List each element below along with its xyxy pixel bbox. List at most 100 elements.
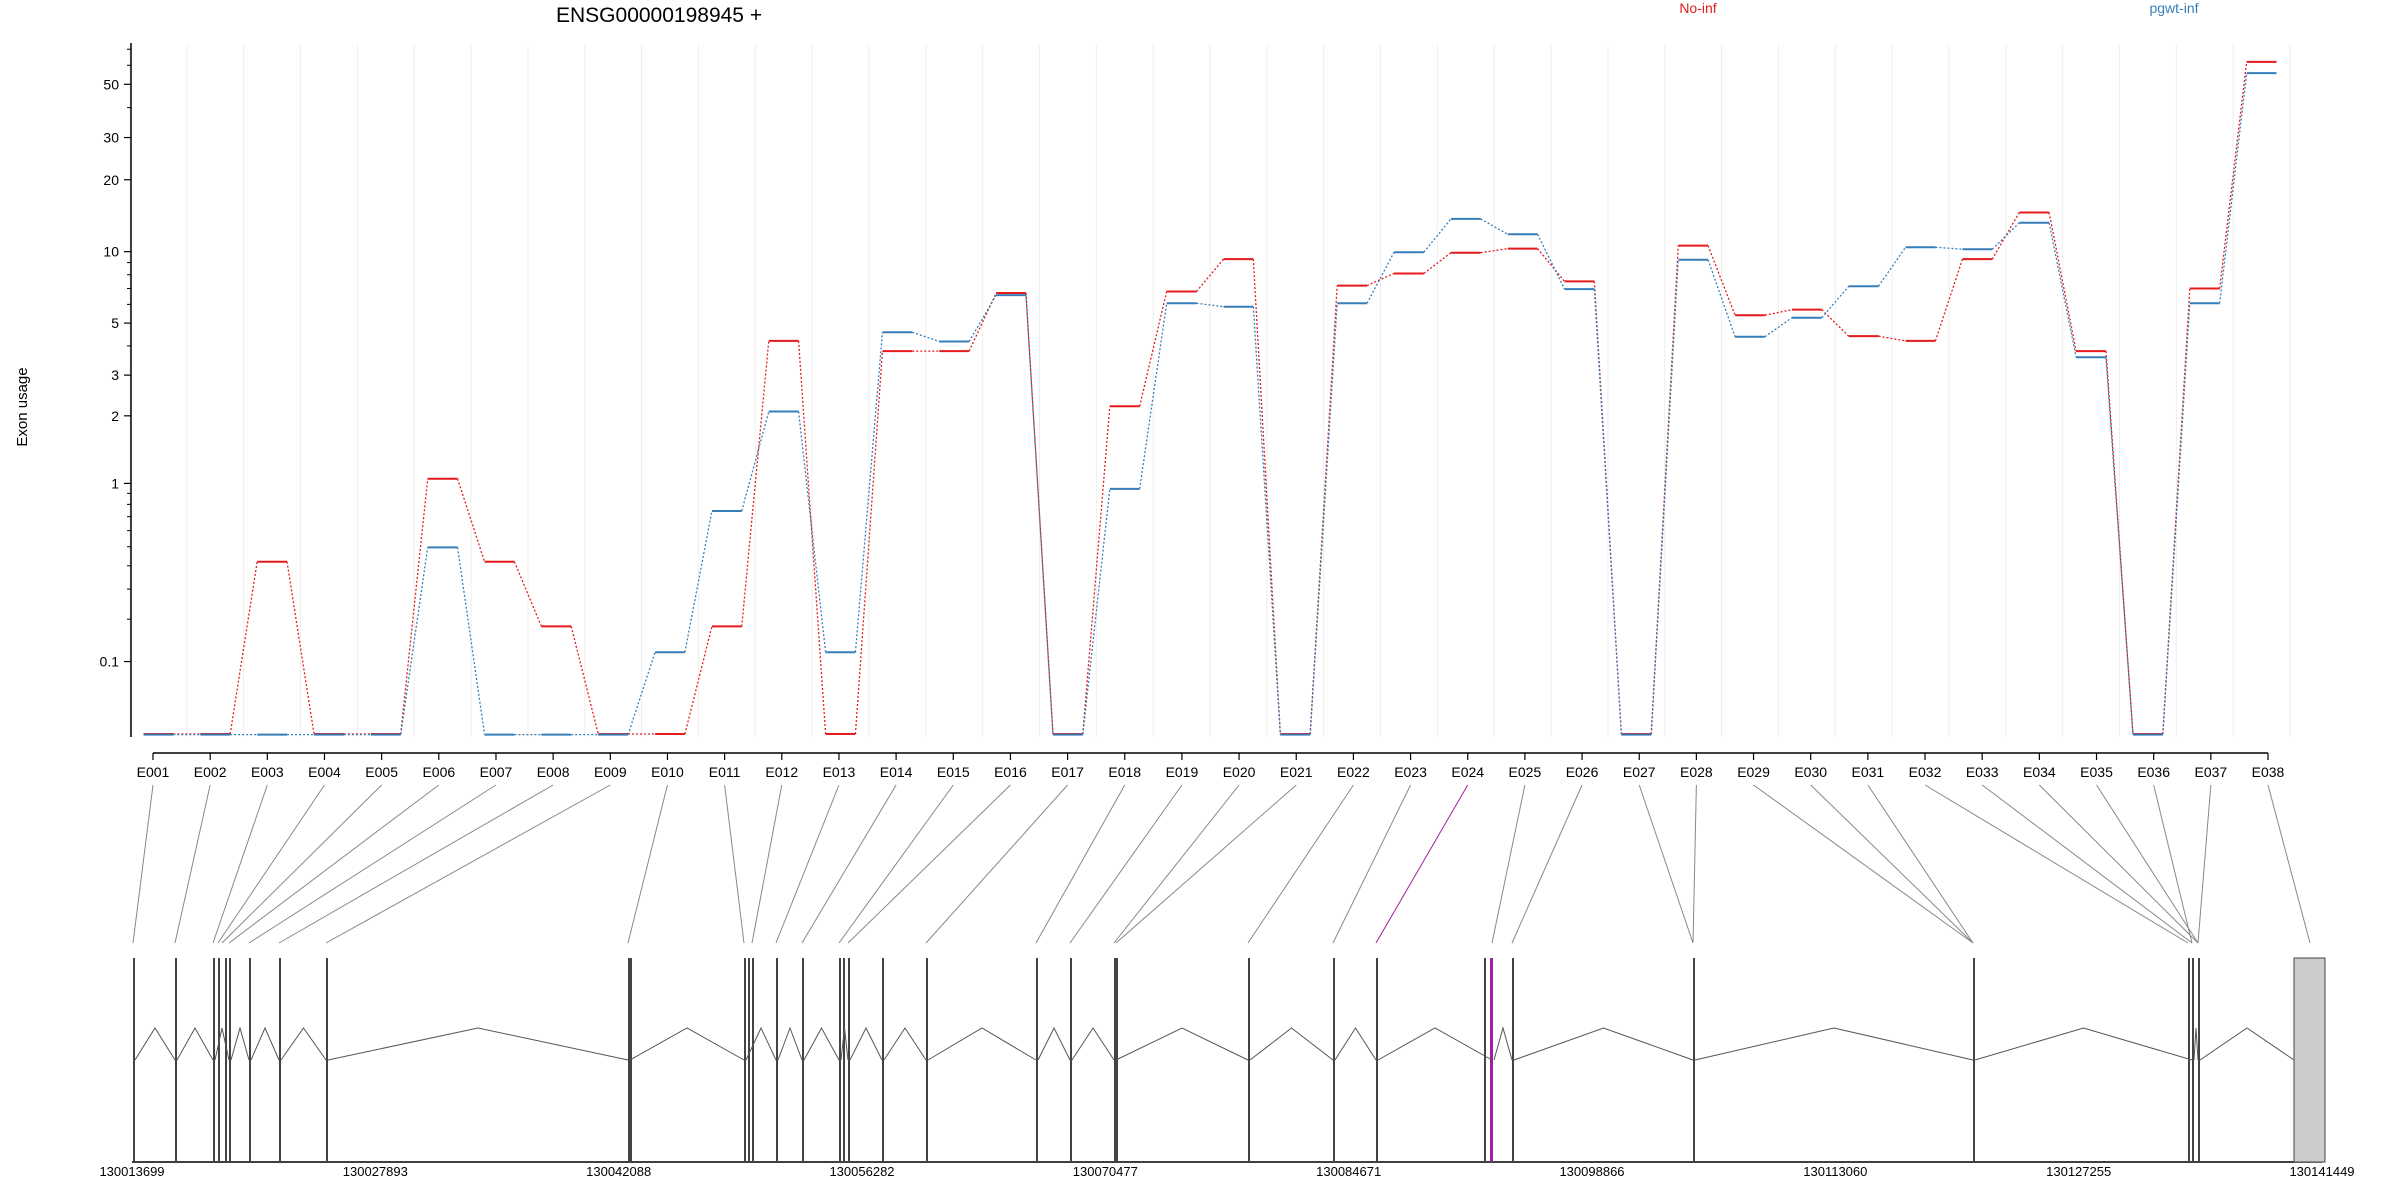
intron-arc — [927, 1027, 1037, 1061]
connector-e004 — [217, 784, 325, 944]
exon-label-e028: E028 — [1680, 764, 1713, 780]
exon-bar — [175, 958, 177, 1162]
exon-label-e038: E038 — [2252, 764, 2285, 780]
intron-arc — [745, 1026, 777, 1061]
intron-arc — [1377, 1027, 1493, 1061]
exon-label-e020: E020 — [1223, 764, 1256, 780]
series-2-transition — [741, 411, 770, 512]
series-2-transition — [1821, 285, 1850, 319]
intron-arc — [849, 1026, 883, 1061]
intron-arc — [803, 1026, 840, 1061]
coordinate-axis: 130013699 130027893 130042088 130056282 1300… — [99, 1164, 2354, 1179]
series-1-transition — [1423, 252, 1452, 274]
connector-e027 — [1638, 784, 1694, 944]
intron-arc — [1334, 1027, 1377, 1061]
intron-arc — [1071, 1027, 1115, 1061]
connector-e003 — [212, 784, 268, 944]
exon-bar — [218, 958, 220, 1162]
exon-bar — [802, 958, 804, 1162]
exon-label-e023: E023 — [1394, 764, 1427, 780]
series-1-transition — [456, 478, 486, 562]
series-1-transition — [286, 561, 315, 735]
series-2-transition — [456, 547, 486, 735]
exon-bar — [1484, 958, 1486, 1162]
exon-bar — [1333, 958, 1335, 1162]
y-axis-label: Exon usage — [14, 367, 31, 446]
intron-arc — [250, 1026, 280, 1061]
exon-label-e017: E017 — [1051, 764, 1084, 780]
series-2-transition — [968, 294, 997, 342]
series-2-transition — [2048, 222, 2077, 358]
series-lines — [143, 60, 2277, 736]
series-1-transition — [229, 561, 258, 735]
exon-label-e035: E035 — [2080, 764, 2113, 780]
connector-e023 — [1332, 784, 1412, 944]
exon-label-e012: E012 — [765, 764, 798, 780]
connector-e010 — [627, 784, 668, 944]
connector-e012 — [751, 784, 783, 944]
series-2-transition — [1309, 303, 1338, 735]
series-1-transition — [1764, 309, 1793, 316]
exon-bar — [229, 958, 231, 1162]
y-tick-label: 20 — [103, 172, 119, 188]
intron-arc — [777, 1026, 803, 1061]
exon-label-e016: E016 — [994, 764, 1027, 780]
intron-arc — [134, 1027, 176, 1061]
series-1-transition — [1366, 272, 1395, 287]
series-1-transition — [1707, 245, 1736, 316]
exon-bar — [279, 958, 281, 1162]
series-2-transition — [1082, 488, 1111, 735]
y-tick-label: 2 — [111, 408, 119, 424]
legend-series-2: pgwt-inf — [2149, 0, 2198, 16]
connector-e025 — [1491, 784, 1526, 944]
exon-bar — [776, 958, 778, 1162]
y-tick-label: 0.1 — [100, 654, 120, 670]
exon-label-e007: E007 — [480, 764, 513, 780]
series-2 — [143, 72, 2277, 736]
connector-e036 — [2153, 784, 2193, 944]
y-tick-label: 1 — [111, 475, 119, 491]
exon-label-e014: E014 — [880, 764, 913, 780]
series-1-transition — [400, 478, 429, 735]
connector-e021 — [1115, 784, 1297, 944]
series-2-transition — [627, 651, 656, 735]
connector-e013 — [775, 784, 840, 944]
exon-bar — [326, 958, 328, 1162]
connector-e006 — [228, 784, 440, 944]
series-1-transition — [684, 626, 713, 735]
connector-e002 — [174, 784, 211, 944]
exon-label-e026: E026 — [1566, 764, 1599, 780]
series-2-transition — [1707, 259, 1736, 337]
series-1-transition — [1025, 292, 1054, 735]
series-2-transition — [400, 547, 429, 735]
exon-label-e025: E025 — [1509, 764, 1542, 780]
series-2-transition — [854, 332, 884, 653]
y-tick-label: 5 — [111, 315, 119, 331]
coordinate-label: 130113060 — [1803, 1164, 1867, 1179]
series-2-transition — [2105, 357, 2134, 735]
intron-arc — [1115, 1027, 1249, 1061]
grid — [129, 45, 2291, 737]
connector-e017 — [925, 784, 1068, 944]
exon-bar — [1512, 958, 1514, 1162]
exon-label-e021: E021 — [1280, 764, 1313, 780]
exon-label-e002: E002 — [194, 764, 227, 780]
intron-arc — [1493, 1026, 1513, 1061]
connector-e026 — [1511, 784, 1583, 944]
series-2-transition — [1252, 306, 1281, 735]
intron-arc — [1974, 1027, 2193, 1061]
exon-bar — [1114, 958, 1116, 1162]
coordinate-label: 130084671 — [1316, 1164, 1381, 1179]
series-2-transition — [1139, 303, 1168, 489]
connector-e034 — [2038, 784, 2199, 944]
y-tick-label: 3 — [111, 367, 119, 383]
connector-e001 — [132, 784, 154, 944]
exon-bar — [628, 958, 630, 1162]
series-2-transition — [1480, 218, 1509, 235]
series-2-transition — [2162, 303, 2191, 735]
exon-label-e032: E032 — [1909, 764, 1942, 780]
coordinate-label: 130098866 — [1559, 1164, 1624, 1179]
exon-bar — [843, 958, 845, 1162]
connector-e014 — [801, 784, 897, 944]
